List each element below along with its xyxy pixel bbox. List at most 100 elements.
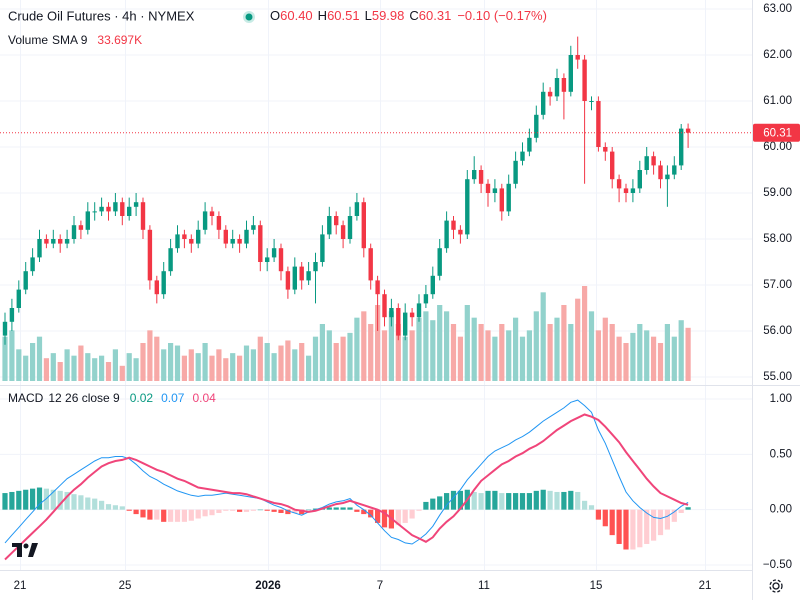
macd-histogram-bar	[395, 509, 401, 526]
macd-histogram-bar	[112, 505, 118, 510]
volume-bar	[637, 324, 643, 381]
candle-body	[2, 321, 8, 336]
macd-histogram-bar	[637, 509, 643, 548]
candle-body	[99, 206, 104, 212]
symbol-title[interactable]: Crude Oil Futures · 4h · NYMEX	[8, 8, 195, 23]
volume-bar	[30, 343, 36, 381]
macd-histogram-bar	[105, 504, 112, 510]
candle-body	[492, 188, 498, 193]
volume-bar	[140, 343, 146, 381]
macd-histogram-bar	[685, 507, 691, 510]
volume-bar	[471, 317, 477, 381]
candle-body	[106, 206, 111, 212]
candle-body	[513, 160, 518, 184]
tv-logo-dot	[23, 543, 29, 549]
volume-bar	[154, 336, 160, 381]
volume-bar	[223, 358, 229, 381]
macd-histogram-bar	[161, 509, 167, 522]
macd-legend: MACD 12 26 close 9 0.02 0.07 0.04	[8, 391, 216, 405]
macd-histogram-bar	[547, 490, 553, 510]
volume-bar	[368, 324, 374, 381]
volume-bar	[423, 311, 429, 381]
candle-body	[561, 78, 567, 92]
candle-body	[154, 280, 159, 295]
macd-histogram-bar	[340, 507, 346, 510]
volume-layer	[2, 286, 691, 381]
candle-body	[637, 170, 642, 189]
volume-bar	[71, 355, 77, 381]
macd-histogram-bar	[181, 509, 187, 522]
macd-tick-label: −0.50	[763, 559, 792, 571]
volume-bar	[478, 324, 484, 381]
candle-body	[278, 248, 284, 272]
candle-body	[258, 225, 263, 262]
macd-histogram-bar	[133, 509, 139, 515]
macd-histogram-bar	[381, 509, 388, 528]
candle-body	[520, 151, 525, 161]
high-prefix: H	[318, 8, 327, 23]
macd-histogram-bar	[540, 489, 546, 510]
macd-histogram-bar	[623, 509, 629, 550]
macd-histogram-bar	[588, 505, 595, 510]
open-value: 60.40	[280, 8, 313, 23]
volume-bar	[112, 349, 118, 381]
candle-body	[320, 234, 325, 262]
macd-histogram-bar	[168, 509, 174, 522]
macd-histogram-bar	[202, 509, 208, 517]
volume-bar	[195, 353, 201, 381]
macd-tick-label: 0.00	[770, 504, 792, 516]
candle-body	[244, 229, 249, 244]
candle-body	[51, 239, 56, 244]
candle-body	[189, 239, 194, 244]
candle-body	[630, 188, 636, 193]
candle-body	[58, 239, 63, 244]
macd-histogram-bar	[616, 509, 622, 544]
macd-line-value: 0.07	[161, 391, 185, 405]
settings-button[interactable]	[769, 579, 783, 593]
x-tick-label: 7	[377, 580, 383, 592]
volume-bar	[216, 349, 222, 381]
macd-histogram-bar	[471, 491, 477, 510]
volume-bar	[257, 336, 263, 381]
candle-body	[472, 170, 477, 180]
volume-bar	[485, 330, 491, 381]
candle-body	[334, 216, 339, 226]
macd-histogram-bar	[478, 493, 484, 510]
macd-histogram-bar	[292, 509, 298, 513]
candle-body	[340, 225, 346, 239]
candle-body	[223, 229, 228, 244]
volume-bar	[616, 336, 622, 381]
volume-bar	[188, 349, 194, 381]
volume-bar	[168, 343, 174, 381]
volume-bar	[561, 305, 567, 381]
volume-bar	[430, 320, 436, 381]
tv-logo[interactable]	[12, 543, 38, 557]
volume-bar	[568, 324, 574, 381]
volume-bar	[333, 343, 339, 381]
candle-body	[575, 55, 580, 60]
volume-bar	[99, 355, 105, 381]
last-price-tag	[753, 123, 800, 142]
volume-bar	[264, 343, 270, 381]
volume-bar	[292, 349, 298, 381]
macd-histogram-bar	[430, 498, 436, 510]
macd-signal-value: 0.04	[192, 391, 216, 405]
volume-bar	[499, 324, 505, 381]
candle-body	[375, 280, 380, 295]
volume-bar	[582, 286, 588, 381]
candle-body	[251, 225, 256, 230]
volume-bar	[602, 317, 608, 381]
macd-histogram-bar	[250, 509, 256, 511]
candle-body	[182, 234, 187, 239]
macd-histogram-bar	[278, 509, 284, 513]
candle-body	[582, 59, 587, 101]
candle-body	[271, 248, 277, 258]
change-value: −0.10 (−0.17%)	[457, 8, 547, 23]
macd-histogram-bar	[582, 500, 588, 510]
last-price-label: 60.31	[763, 127, 792, 139]
y-tick-label: 60.00	[763, 141, 792, 153]
macd-histogram-bar	[126, 509, 132, 511]
candle-body	[547, 91, 553, 97]
volume-bar	[526, 330, 532, 381]
candle-body	[568, 55, 573, 92]
